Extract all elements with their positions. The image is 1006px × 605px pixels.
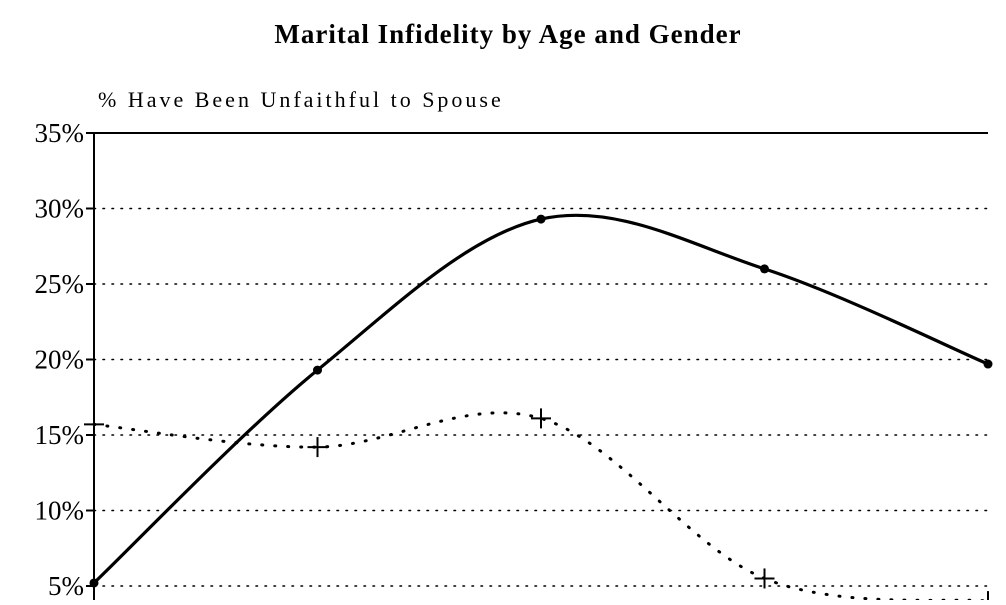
axes	[86, 132, 988, 600]
series-1-point-4	[983, 359, 993, 369]
y-tick-label-5: 5%	[48, 571, 84, 600]
y-tick-label-10: 10%	[35, 496, 85, 526]
series-2-point-3	[754, 568, 775, 589]
series-1-point-0	[89, 578, 99, 588]
series-1-point-2	[536, 214, 546, 224]
series-2-point-1	[307, 437, 328, 458]
y-tick-label-35: 35%	[35, 118, 85, 148]
series-2-line	[92, 411, 990, 603]
y-tick-label-25: 25%	[35, 269, 85, 299]
series-2-point-2	[531, 408, 551, 429]
series-lines	[92, 213, 990, 603]
data-markers	[84, 214, 998, 605]
y-axis-label: % Have Been Unfaithful to Spouse	[98, 87, 504, 112]
series-2-point-0	[84, 414, 104, 435]
gridlines	[93, 207, 989, 587]
series-1-point-1	[313, 365, 322, 375]
y-tick-label-15: 15%	[35, 420, 85, 450]
series-1-line	[92, 213, 989, 585]
y-tick-labels: 5% 10% 15% 20% 25% 30% 35%	[35, 118, 85, 601]
y-tick-label-20: 20%	[35, 345, 85, 375]
chart-title: Marital Infidelity by Age and Gender	[274, 19, 741, 49]
series-2-point-4	[978, 591, 998, 605]
series-1-point-3	[760, 264, 769, 274]
y-tick-label-30: 30%	[35, 194, 85, 224]
